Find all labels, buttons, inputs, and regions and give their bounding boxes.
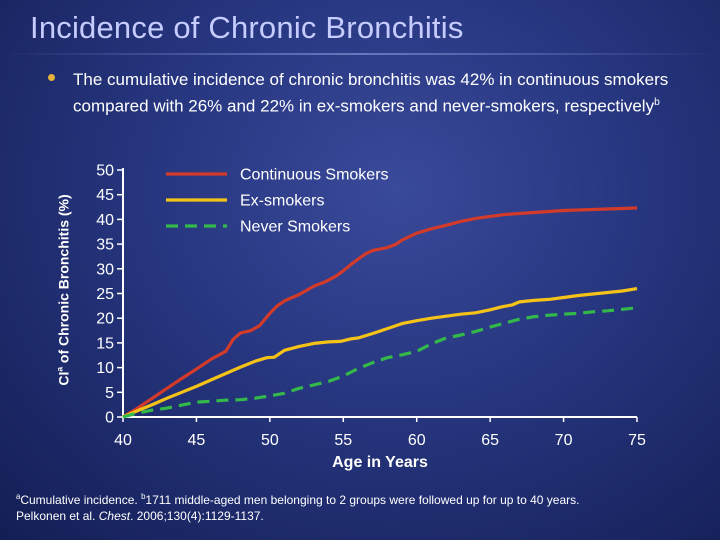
- bullet-text: The cumulative incidence of chronic bron…: [73, 68, 698, 118]
- series-line-never-smokers: [122, 306, 638, 419]
- reference-journal: Chest: [98, 509, 131, 523]
- y-tick-label: 30: [96, 261, 114, 278]
- y-tick-label: 20: [96, 311, 114, 328]
- footnote-b-text: 1711 middle-aged men belonging to 2 grou…: [145, 493, 580, 507]
- series-line-continuous-smokers: [122, 206, 638, 419]
- footnote-mark-b: b: [141, 492, 146, 501]
- bullet-text-body: The cumulative incidence of chronic bron…: [73, 70, 669, 116]
- chart-legend: Continuous Smokers Ex-smokers Never Smoker…: [166, 167, 389, 236]
- x-tick-label: 70: [555, 432, 573, 449]
- x-tick-label: 45: [188, 432, 206, 449]
- bullet-footnote-mark: b: [654, 97, 660, 108]
- x-tick-label: 50: [261, 432, 279, 449]
- chart-series-layer: [122, 206, 638, 419]
- footnote-reference: Pelkonen et al. Chest. 2006;130(4):1129-…: [16, 508, 716, 524]
- footnote-mark-a: a: [16, 492, 21, 501]
- y-tick-label: 25: [96, 286, 114, 303]
- y-tick-label: 5: [105, 385, 114, 402]
- legend-label: Continuous Smokers: [240, 167, 389, 184]
- title-divider: [0, 53, 720, 55]
- y-axis-label-footnote-mark: a: [54, 367, 65, 372]
- footnote: aCumulative incidence. b1711 middle-aged…: [16, 489, 716, 524]
- y-axis-label-post: of Chronic Bronchitis (%): [55, 194, 72, 367]
- x-tick-label: 65: [481, 432, 499, 449]
- x-tick-label: 60: [408, 432, 426, 449]
- x-tick-label: 40: [114, 432, 132, 449]
- legend-label: Never Smokers: [240, 219, 350, 236]
- series-line-ex-smokers: [122, 287, 638, 419]
- y-tick-label: 40: [96, 212, 114, 229]
- y-tick-label: 0: [105, 410, 114, 427]
- y-tick-label: 45: [96, 187, 114, 204]
- y-axis-label-container: CIa of Chronic Bronchitis (%): [51, 160, 75, 420]
- x-tick-label: 75: [628, 432, 646, 449]
- x-axis-label: Age in Years: [332, 454, 428, 471]
- reference-details: . 2006;130(4):1129-1137.: [130, 509, 264, 523]
- bullet-dot-icon: [48, 74, 55, 81]
- y-axis-label-pre: CI: [55, 371, 72, 386]
- footnote-line-1: aCumulative incidence. b1711 middle-aged…: [16, 489, 716, 508]
- footnote-a-text: Cumulative incidence.: [20, 493, 142, 507]
- legend-label: Ex-smokers: [240, 193, 324, 210]
- y-tick-label: 50: [96, 163, 114, 180]
- x-tick-label: 55: [334, 432, 352, 449]
- y-axis-label: CIa of Chronic Bronchitis (%): [55, 194, 72, 385]
- reference-authors: Pelkonen et al.: [16, 509, 99, 523]
- y-tick-label: 35: [96, 237, 114, 254]
- y-tick-label: 10: [96, 360, 114, 377]
- slide-title: Incidence of Chronic Bronchitis: [30, 10, 464, 45]
- bullet-point: The cumulative incidence of chronic bron…: [48, 68, 698, 118]
- y-tick-label: 15: [96, 335, 114, 352]
